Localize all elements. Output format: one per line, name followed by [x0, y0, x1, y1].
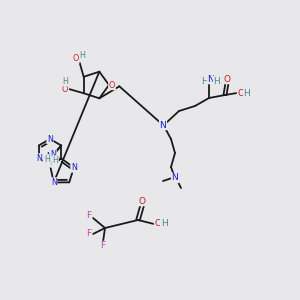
Text: F: F: [86, 212, 92, 220]
Text: N: N: [71, 163, 77, 172]
Text: N: N: [172, 173, 178, 182]
Text: O: O: [73, 54, 79, 63]
Text: O: O: [139, 196, 145, 206]
Text: O: O: [61, 85, 68, 94]
Text: N: N: [160, 121, 167, 130]
Text: H: H: [244, 88, 250, 98]
Text: F: F: [100, 242, 106, 250]
Text: H: H: [52, 156, 58, 165]
Text: H: H: [201, 76, 207, 85]
Text: O: O: [238, 88, 244, 98]
Text: N: N: [47, 134, 53, 143]
Text: O: O: [224, 74, 230, 83]
Text: N: N: [46, 152, 52, 161]
Text: N: N: [208, 74, 214, 83]
Text: N: N: [50, 150, 56, 159]
Text: N: N: [36, 154, 42, 163]
Text: H: H: [80, 51, 86, 60]
Text: N: N: [51, 178, 57, 187]
Text: F: F: [86, 230, 92, 238]
Text: H: H: [43, 157, 49, 166]
Text: H: H: [63, 77, 69, 86]
Text: O: O: [109, 80, 115, 89]
Text: H: H: [214, 76, 220, 85]
Text: H: H: [160, 220, 167, 229]
Text: H: H: [44, 155, 50, 164]
Text: H: H: [49, 158, 55, 167]
Text: O: O: [154, 220, 161, 229]
